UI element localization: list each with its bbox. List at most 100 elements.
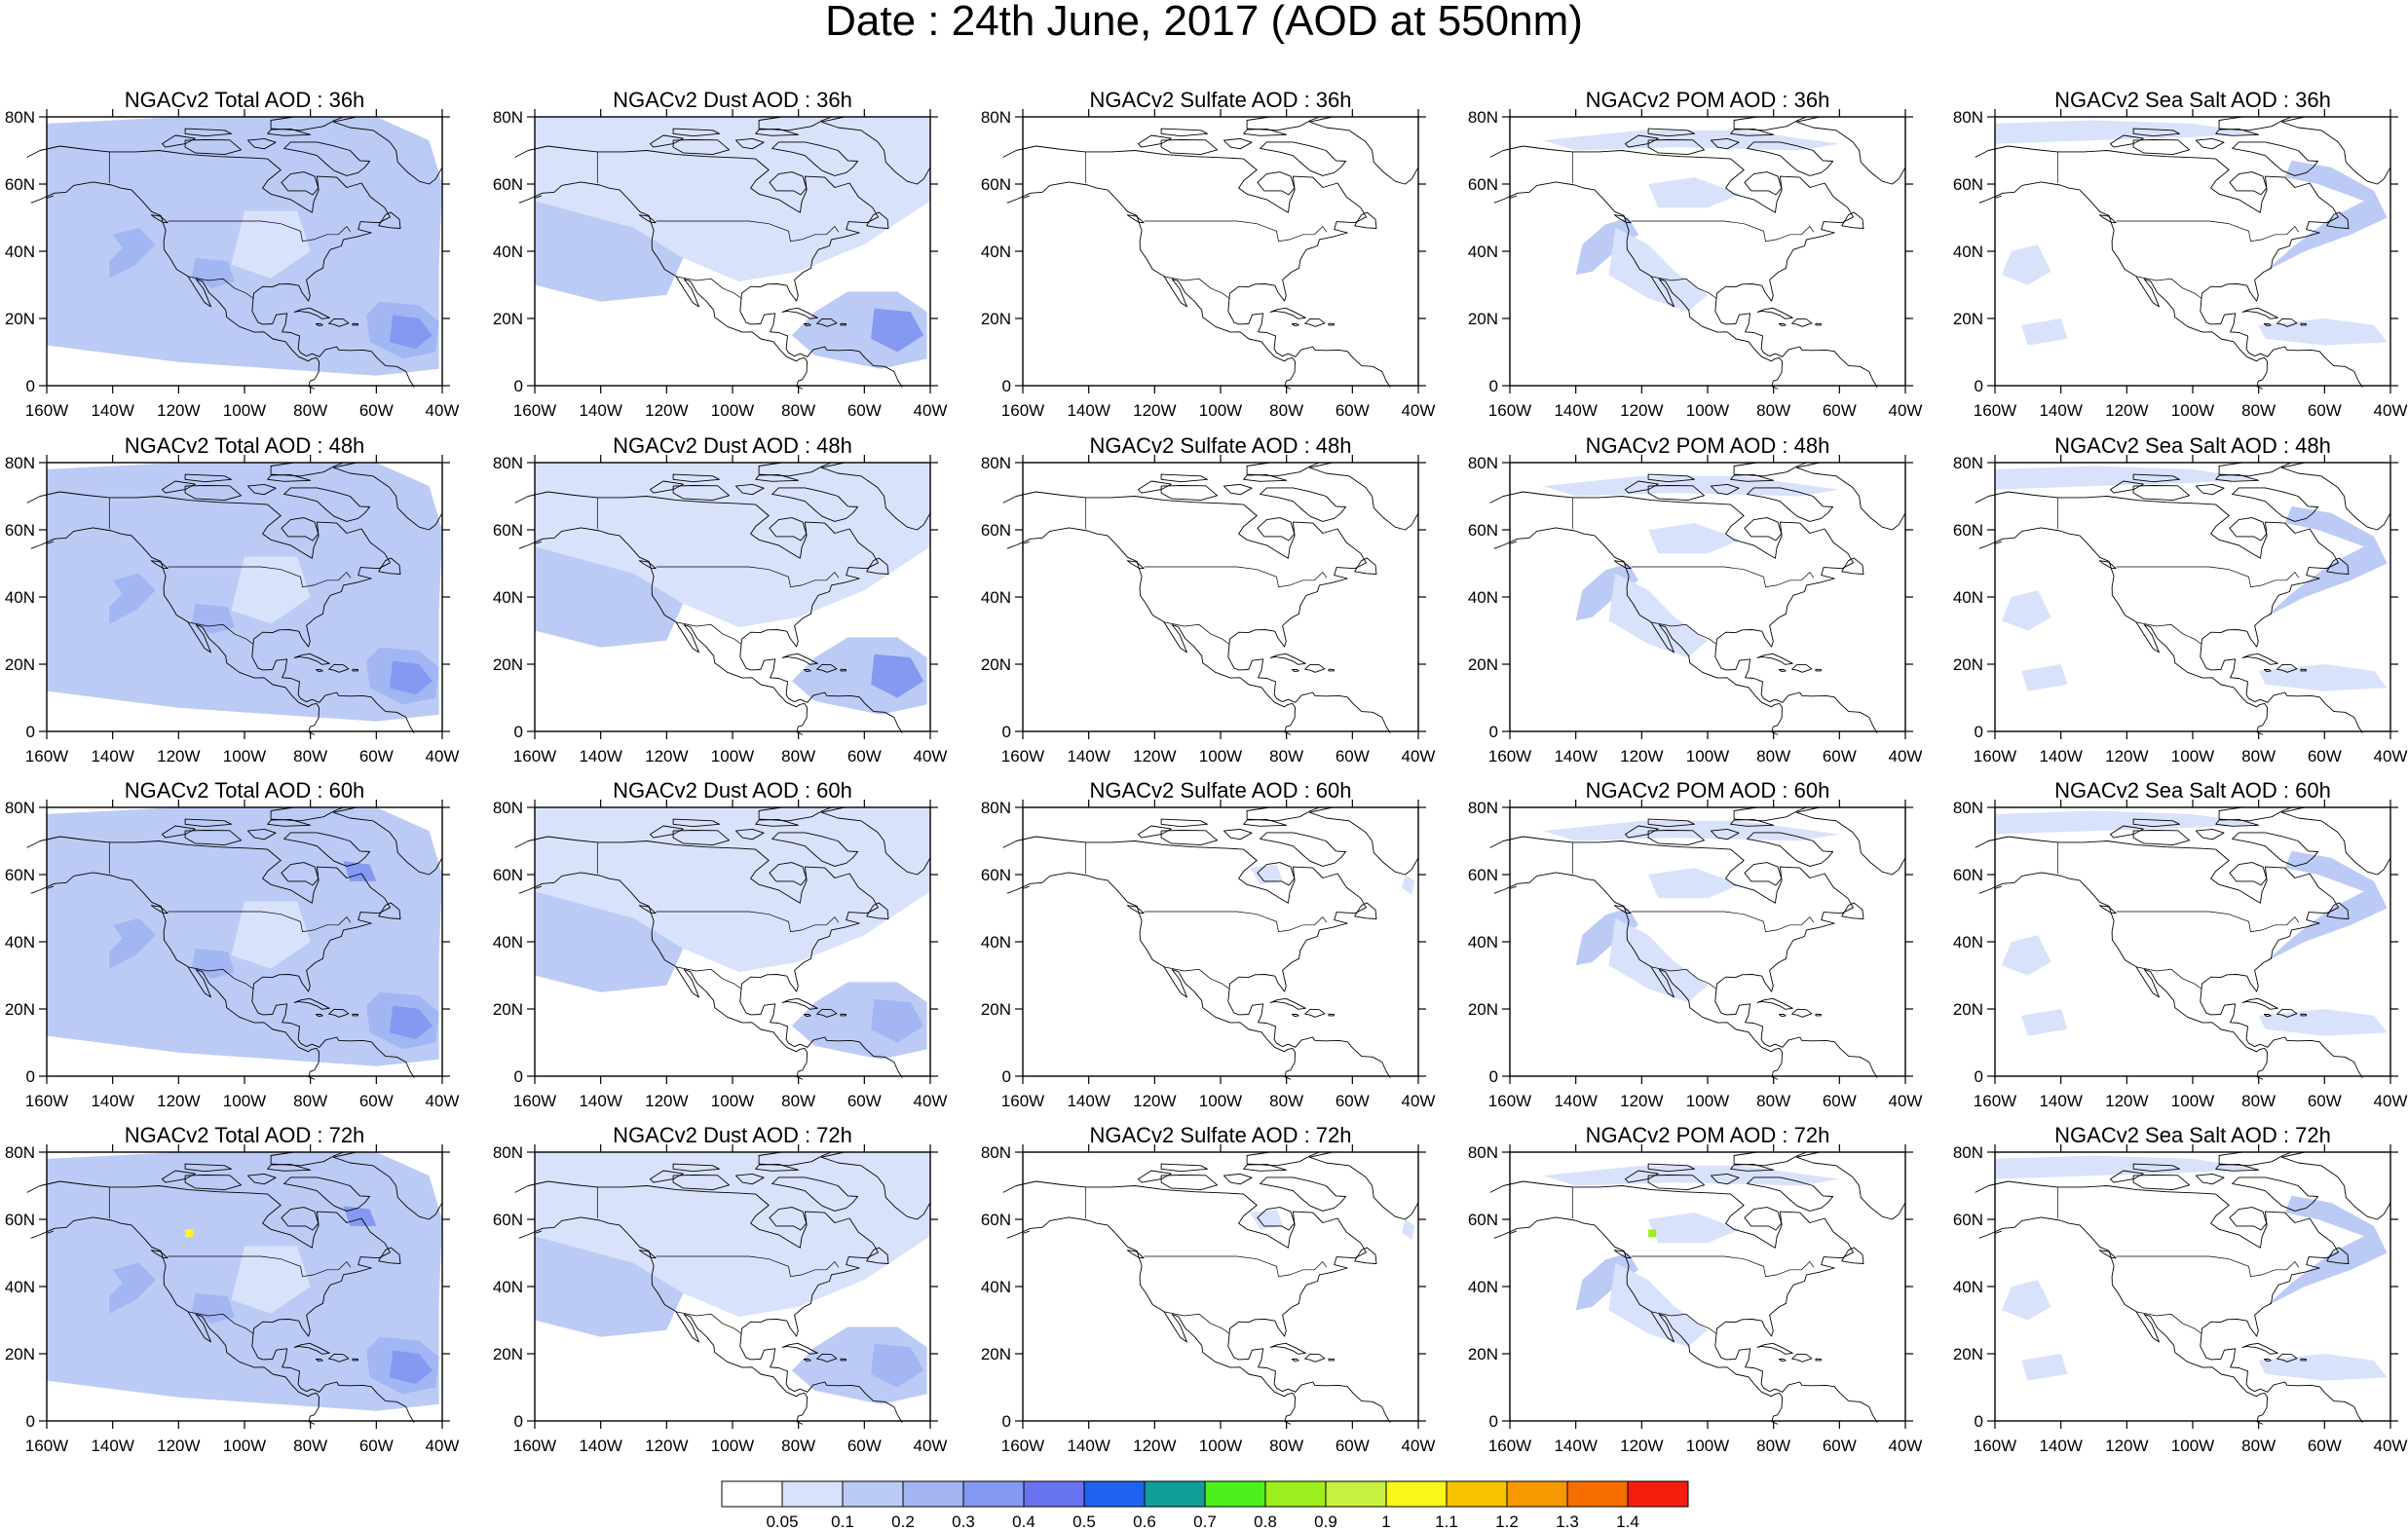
colorbar-swatch [1083, 1480, 1146, 1508]
y-tick-label: 60N [493, 1211, 523, 1229]
panel-title: NGACv2 POM AOD : 36h [1585, 88, 1830, 112]
x-tick-label: 100W [223, 1092, 266, 1110]
border-us-canada [168, 220, 352, 243]
aod-field [389, 315, 433, 350]
x-tick-label: 140W [2039, 401, 2082, 420]
aod-field [871, 653, 924, 698]
panel-title: NGACv2 Dust AOD : 48h [613, 433, 852, 458]
axes: 160W 140W 120W 100W 80W 60W 40W 80N 60N 40N 20N 0 [1953, 799, 2408, 1110]
y-tick-label: 0 [1489, 1412, 1498, 1431]
x-tick-label: 160W [1488, 1092, 1531, 1110]
coastline [1489, 806, 1906, 1080]
y-tick-label: 60N [981, 175, 1011, 194]
x-tick-label: 140W [1067, 1437, 1110, 1455]
x-tick-label: 100W [1199, 1092, 1242, 1110]
x-tick-label: 60W [847, 747, 882, 766]
y-tick-label: 40N [981, 1278, 1011, 1296]
map-panel: NGACv2 Sea Salt AOD : 36h 160W 140W 120W 100… [1953, 88, 2408, 420]
x-tick-label: 140W [1067, 1092, 1110, 1110]
coastline [1489, 116, 1906, 390]
x-tick-label: 100W [711, 1092, 754, 1110]
y-tick-label: 0 [1489, 377, 1498, 395]
map: 160W 140W 120W 100W 80W 60W 40W 80N 60N 40N 20N 0 [1468, 1143, 1923, 1455]
map-panel: NGACv2 Sulfate AOD : 60h 160W 140W 120W 100W… [981, 778, 1436, 1110]
colorbar-label: 1.2 [1495, 1512, 1519, 1529]
map: 160W 140W 120W 100W 80W 60W 40W 80N 60N 40N 20N 0 [1468, 108, 1923, 420]
y-tick-label: 60N [1468, 521, 1498, 540]
map: 160W 140W 120W 100W 80W 60W 40W 80N 60N 40N 20N 0 [981, 1143, 1436, 1455]
panel-title: NGACv2 Dust AOD : 72h [613, 1123, 852, 1147]
border-us-mexico [2136, 966, 2202, 990]
x-tick-label: 120W [645, 1437, 688, 1455]
aod-field [109, 227, 156, 279]
x-tick-label: 140W [91, 1437, 133, 1455]
coastline [26, 1151, 443, 1425]
panel-title: NGACv2 Total AOD : 60h [124, 778, 365, 803]
border-us-mexico [1651, 966, 1717, 990]
x-tick-label: 60W [2308, 1437, 2342, 1455]
border-us-mexico [1651, 621, 1717, 645]
y-tick-label: 20N [981, 1345, 1011, 1363]
x-tick-label: 160W [513, 747, 556, 766]
border-us-mexico [676, 621, 742, 645]
x-tick-label: 40W [426, 1092, 460, 1110]
y-tick-label: 40N [981, 933, 1011, 952]
colorbar-swatch [1446, 1480, 1508, 1508]
colorbar-label: 1.4 [1616, 1512, 1639, 1529]
map-panel: NGACv2 Sea Salt AOD : 48h 160W 140W 120W 100… [1953, 433, 2408, 766]
axes: 160W 140W 120W 100W 80W 60W 40W 80N 60N 40N 20N 0 [5, 454, 460, 766]
coastline [26, 116, 443, 390]
map: 160W 140W 120W 100W 80W 60W 40W 80N 60N 40N 20N 0 [493, 454, 948, 766]
x-tick-label: 80W [2241, 401, 2276, 420]
y-tick-label: 80N [1953, 1143, 1983, 1162]
colorbar-label: 0.05 [766, 1512, 798, 1529]
map: 160W 140W 120W 100W 80W 60W 40W 80N 60N 40N 20N 0 [1953, 108, 2408, 420]
y-tick-label: 40N [5, 588, 35, 607]
coastline [26, 806, 443, 1080]
x-tick-label: 40W [2374, 1092, 2408, 1110]
y-tick-label: 0 [26, 377, 35, 395]
aod-field [871, 308, 924, 353]
aod-field [109, 917, 156, 969]
axes: 160W 140W 120W 100W 80W 60W 40W 80N 60N 40N 20N 0 [493, 108, 948, 420]
coastline [26, 462, 443, 735]
y-tick-label: 60N [5, 175, 35, 194]
y-tick-label: 40N [1953, 1278, 1983, 1296]
y-tick-label: 80N [1953, 108, 1983, 127]
map: 160W 140W 120W 100W 80W 60W 40W 80N 60N 40N 20N 0 [1953, 1143, 2408, 1455]
x-tick-label: 100W [2171, 401, 2214, 420]
x-tick-label: 60W [1336, 1437, 1370, 1455]
x-tick-label: 160W [1001, 401, 1044, 420]
x-tick-label: 80W [293, 401, 327, 420]
map-panel: NGACv2 Dust AOD : 72h 160W 140W 120W 100W 80W… [493, 1123, 948, 1455]
x-tick-label: 160W [1001, 1437, 1044, 1455]
y-tick-label: 20N [5, 1345, 35, 1363]
y-tick-label: 40N [1468, 1278, 1498, 1296]
x-tick-label: 40W [426, 401, 460, 420]
colorbar-label: 0.3 [952, 1512, 975, 1529]
border-us-canada [168, 1255, 352, 1278]
y-tick-label: 60N [493, 175, 523, 194]
x-tick-label: 120W [645, 747, 688, 766]
x-tick-label: 160W [25, 747, 68, 766]
x-tick-label: 80W [1269, 1437, 1303, 1455]
x-tick-label: 80W [293, 1437, 327, 1455]
border-us-canada [1631, 911, 1815, 933]
axes: 160W 140W 120W 100W 80W 60W 40W 80N 60N 40N 20N 0 [5, 1143, 460, 1455]
aod-field [109, 1262, 156, 1314]
colorbar-label: 0.5 [1072, 1512, 1096, 1529]
x-tick-label: 100W [1199, 1437, 1242, 1455]
x-tick-label: 160W [1488, 1437, 1531, 1455]
aod-hotspot [185, 1229, 194, 1238]
y-tick-label: 40N [981, 243, 1011, 261]
y-tick-label: 0 [1489, 1067, 1498, 1086]
map: 160W 140W 120W 100W 80W 60W 40W 80N 60N 40N 20N 0 [5, 1143, 460, 1455]
x-tick-label: 40W [1402, 401, 1436, 420]
x-tick-label: 80W [293, 1092, 327, 1110]
x-tick-label: 40W [1889, 1437, 1923, 1455]
map: 160W 140W 120W 100W 80W 60W 40W 80N 60N 40N 20N 0 [981, 454, 1436, 766]
colorbar-label: 1.3 [1556, 1512, 1579, 1529]
map-panel: NGACv2 Total AOD : 36h 160W 140W 120W 100W 80… [5, 88, 460, 420]
panel-title: NGACv2 Total AOD : 72h [124, 1123, 365, 1147]
y-tick-label: 80N [1468, 1143, 1498, 1162]
